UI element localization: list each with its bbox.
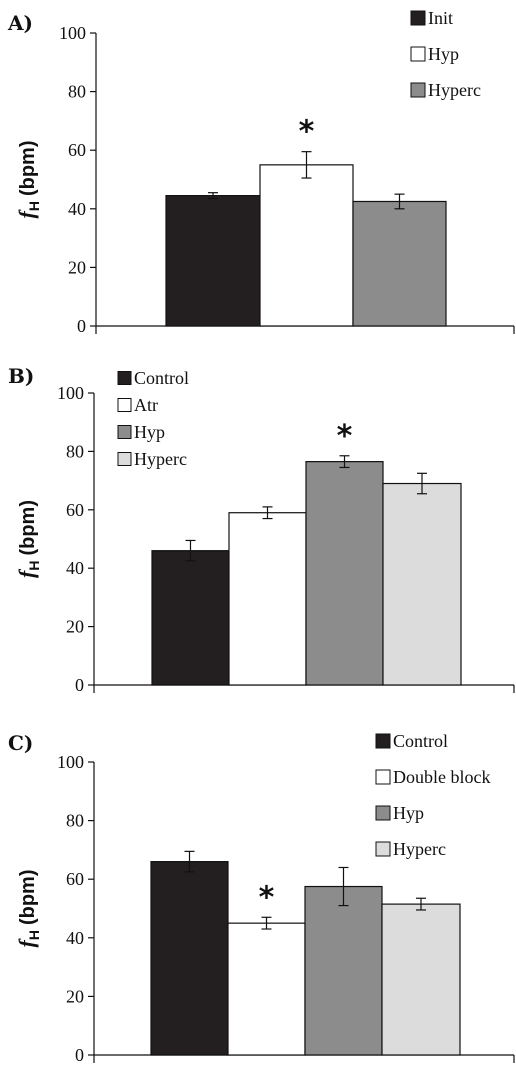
legend-label: Hyp [393,803,424,823]
legend-swatch [375,733,391,749]
legend-swatch [117,425,132,439]
y-tick-label: 20 [66,617,84,637]
significance-asterisk: * [259,880,275,915]
y-tick-label: 80 [68,82,86,102]
legend-swatch [375,841,391,857]
y-tick-label: 80 [66,811,84,831]
y-tick-label: 40 [66,558,84,578]
y-tick-label: 60 [66,869,84,889]
legend-label: Hyperc [393,839,446,859]
legend-swatch [117,371,132,385]
y-tick-label: 60 [68,140,86,160]
chart-panel-3: C) fH(bpm) 0 20 40 60 80 100 Control * Double bloc… [8,731,515,1065]
y-tick-label: 20 [68,257,86,277]
significance-asterisk: * [337,419,353,454]
bar-hyp [304,885,383,1056]
chart-panel-1: A) fH(bpm) 0 20 40 60 80 100 Init * Hyp Hyperc [7,8,515,336]
y-axis-label: fH(bpm) [14,500,42,578]
bar-hyperc [382,482,462,686]
legend-swatch [410,10,426,26]
y-tick-label: 0 [75,1045,84,1065]
bar-hyperc [381,903,461,1056]
y-tick-label: 0 [77,316,86,336]
y-tick-label: 60 [66,500,84,520]
legend-label: Hyperc [134,449,187,469]
legend-swatch [117,398,132,412]
bar-init [165,195,261,327]
y-tick-label: 100 [57,383,84,403]
chart-panel-2: B) fH(bpm) 0 20 40 60 80 100 Control Atr * Hyp Hyper… [8,364,515,695]
legend-label: Hyp [134,422,165,442]
bar-hyperc [352,200,447,327]
legend-swatch [117,452,132,466]
legend-swatch [375,769,391,785]
bar-double-block [227,922,306,1056]
bar-hyp [259,164,354,327]
bar-control [150,861,229,1056]
legend-label: Hyperc [428,80,481,100]
legend-swatch [410,82,426,98]
panel-letter: A) [7,11,33,35]
legend-label: Double block [393,767,490,787]
legend-label: Atr [134,395,158,415]
y-tick-label: 100 [59,23,86,43]
legend-label: Control [134,368,189,388]
y-tick-label: 100 [57,752,84,772]
legend-label: Init [428,8,453,28]
panel-letter: C) [8,731,33,755]
significance-asterisk: * [299,115,315,150]
legend-label: Hyp [428,44,459,64]
legend-swatch [375,805,391,821]
bar-control [151,550,230,686]
panel-letter: B) [8,364,34,388]
legend-swatch [410,46,426,62]
y-axis-label: fH(bpm) [14,870,42,948]
bar-atr [228,512,307,686]
y-tick-label: 80 [66,441,84,461]
y-tick-label: 40 [68,199,86,219]
bar-hyp [305,461,384,686]
y-tick-label: 0 [75,675,84,695]
legend-label: Control [393,731,448,751]
y-tick-label: 40 [66,928,84,948]
y-tick-label: 20 [66,986,84,1006]
y-axis-label: fH(bpm) [14,141,42,219]
